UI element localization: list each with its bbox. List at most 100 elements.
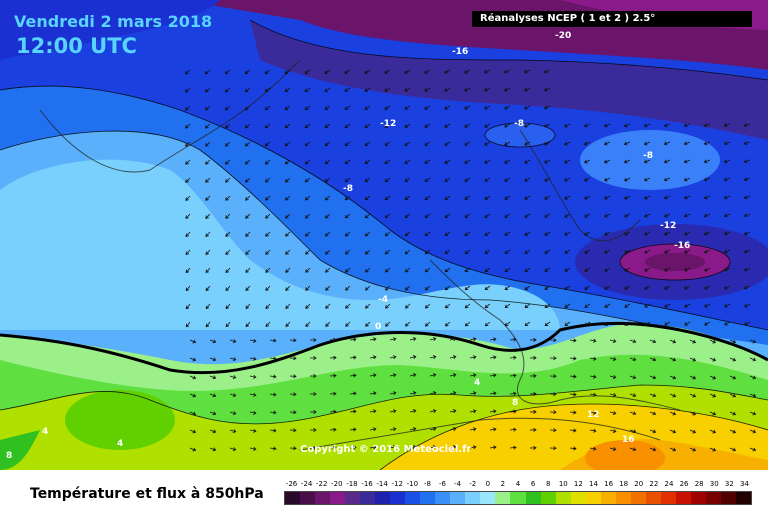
wind-arrow — [444, 231, 451, 236]
wind-arrow — [489, 427, 497, 432]
wind-arrow — [524, 213, 531, 218]
cold-pocket-scandinavia — [485, 123, 555, 147]
legend-swatch — [375, 492, 391, 504]
wind-arrow — [549, 428, 557, 433]
wind-arrow — [464, 141, 471, 146]
wind-arrow — [225, 321, 231, 328]
wind-arrow — [489, 445, 497, 450]
wind-arrow — [723, 159, 731, 164]
wind-arrow — [489, 391, 497, 396]
wind-arrow — [484, 231, 491, 236]
wind-arrow — [529, 355, 537, 360]
wind-arrow — [344, 177, 351, 183]
wind-arrow — [209, 411, 217, 416]
wind-arrow — [404, 69, 411, 74]
wind-arrow — [489, 337, 497, 342]
wind-arrow — [643, 177, 651, 182]
wind-arrow — [269, 428, 277, 433]
wind-arrow — [344, 213, 351, 219]
wind-arrow — [405, 321, 411, 327]
wind-arrow — [305, 285, 311, 291]
wind-arrow — [489, 373, 497, 378]
wind-arrow — [504, 195, 511, 200]
wind-arrow — [704, 285, 711, 290]
wind-arrow — [689, 375, 697, 380]
wind-arrow — [729, 411, 737, 416]
wind-arrow — [424, 159, 431, 164]
wind-arrow — [524, 231, 531, 236]
wind-arrow — [424, 195, 431, 200]
wind-arrow — [644, 321, 651, 326]
wind-arrow — [649, 447, 657, 452]
wind-arrow — [265, 231, 271, 237]
wind-arrow — [749, 393, 757, 398]
wind-arrow — [404, 195, 411, 200]
wind-arrow — [649, 429, 657, 434]
wind-arrow — [364, 249, 371, 255]
legend-tick: -8 — [423, 480, 431, 488]
wind-arrow — [689, 447, 697, 452]
wind-arrow — [229, 393, 237, 398]
legend-swatch — [285, 492, 301, 504]
wind-arrow — [224, 87, 231, 93]
legend-swatch — [555, 492, 571, 504]
legend-tick: -26 — [285, 480, 298, 488]
wind-arrow — [684, 303, 691, 308]
wind-arrow — [524, 285, 531, 290]
wind-arrow — [384, 285, 391, 291]
wind-arrow — [584, 249, 591, 254]
wind-arrow — [723, 195, 731, 200]
wind-arrow — [249, 356, 257, 361]
wind-arrow — [589, 410, 597, 415]
wind-arrow — [304, 105, 311, 110]
wind-arrow — [245, 303, 251, 310]
wind-arrow — [663, 231, 671, 236]
contour-label: -4 — [378, 295, 388, 305]
wind-arrow — [249, 374, 257, 379]
wind-arrow — [285, 303, 291, 309]
wind-arrow — [649, 411, 657, 416]
wind-arrow — [309, 427, 317, 433]
wind-arrow — [484, 141, 491, 146]
wind-arrow — [309, 391, 317, 397]
wind-arrow — [289, 374, 297, 379]
wind-arrow — [404, 285, 411, 291]
wind-arrow — [369, 337, 377, 342]
wind-arrow — [544, 231, 551, 236]
wind-arrow — [384, 231, 391, 237]
wind-arrow — [444, 195, 451, 200]
wind-arrow — [543, 87, 551, 92]
wind-arrow — [504, 177, 511, 182]
wind-arrow — [244, 87, 251, 93]
wind-arrow — [284, 141, 291, 147]
wind-arrow — [409, 337, 417, 342]
legend-swatch — [720, 492, 736, 504]
wind-arrow — [544, 285, 551, 290]
wind-arrow — [444, 267, 451, 273]
wind-arrow — [309, 355, 317, 361]
legend-tick: -18 — [346, 480, 358, 488]
wind-arrow — [584, 213, 591, 218]
legend-swatch — [420, 492, 436, 504]
wind-arrow — [729, 357, 737, 362]
wind-arrow — [285, 231, 291, 237]
wind-arrow — [424, 303, 431, 309]
legend-swatch — [705, 492, 721, 504]
wind-arrow — [245, 285, 251, 291]
wind-arrow — [743, 123, 751, 128]
wind-arrow — [424, 177, 431, 182]
wind-arrow — [509, 391, 517, 396]
wind-arrow — [329, 373, 337, 378]
wind-arrow — [269, 392, 277, 397]
wind-arrow — [325, 267, 331, 273]
wind-arrow — [344, 159, 351, 165]
wind-arrow — [364, 267, 371, 273]
wind-arrow — [569, 428, 577, 433]
wind-arrow — [424, 69, 431, 74]
wind-arrow — [409, 355, 417, 360]
wind-arrow — [389, 409, 397, 414]
legend-swatch — [735, 492, 751, 504]
contour-label: 8 — [512, 398, 518, 408]
wind-arrow — [529, 409, 537, 414]
wind-arrow — [184, 69, 191, 75]
